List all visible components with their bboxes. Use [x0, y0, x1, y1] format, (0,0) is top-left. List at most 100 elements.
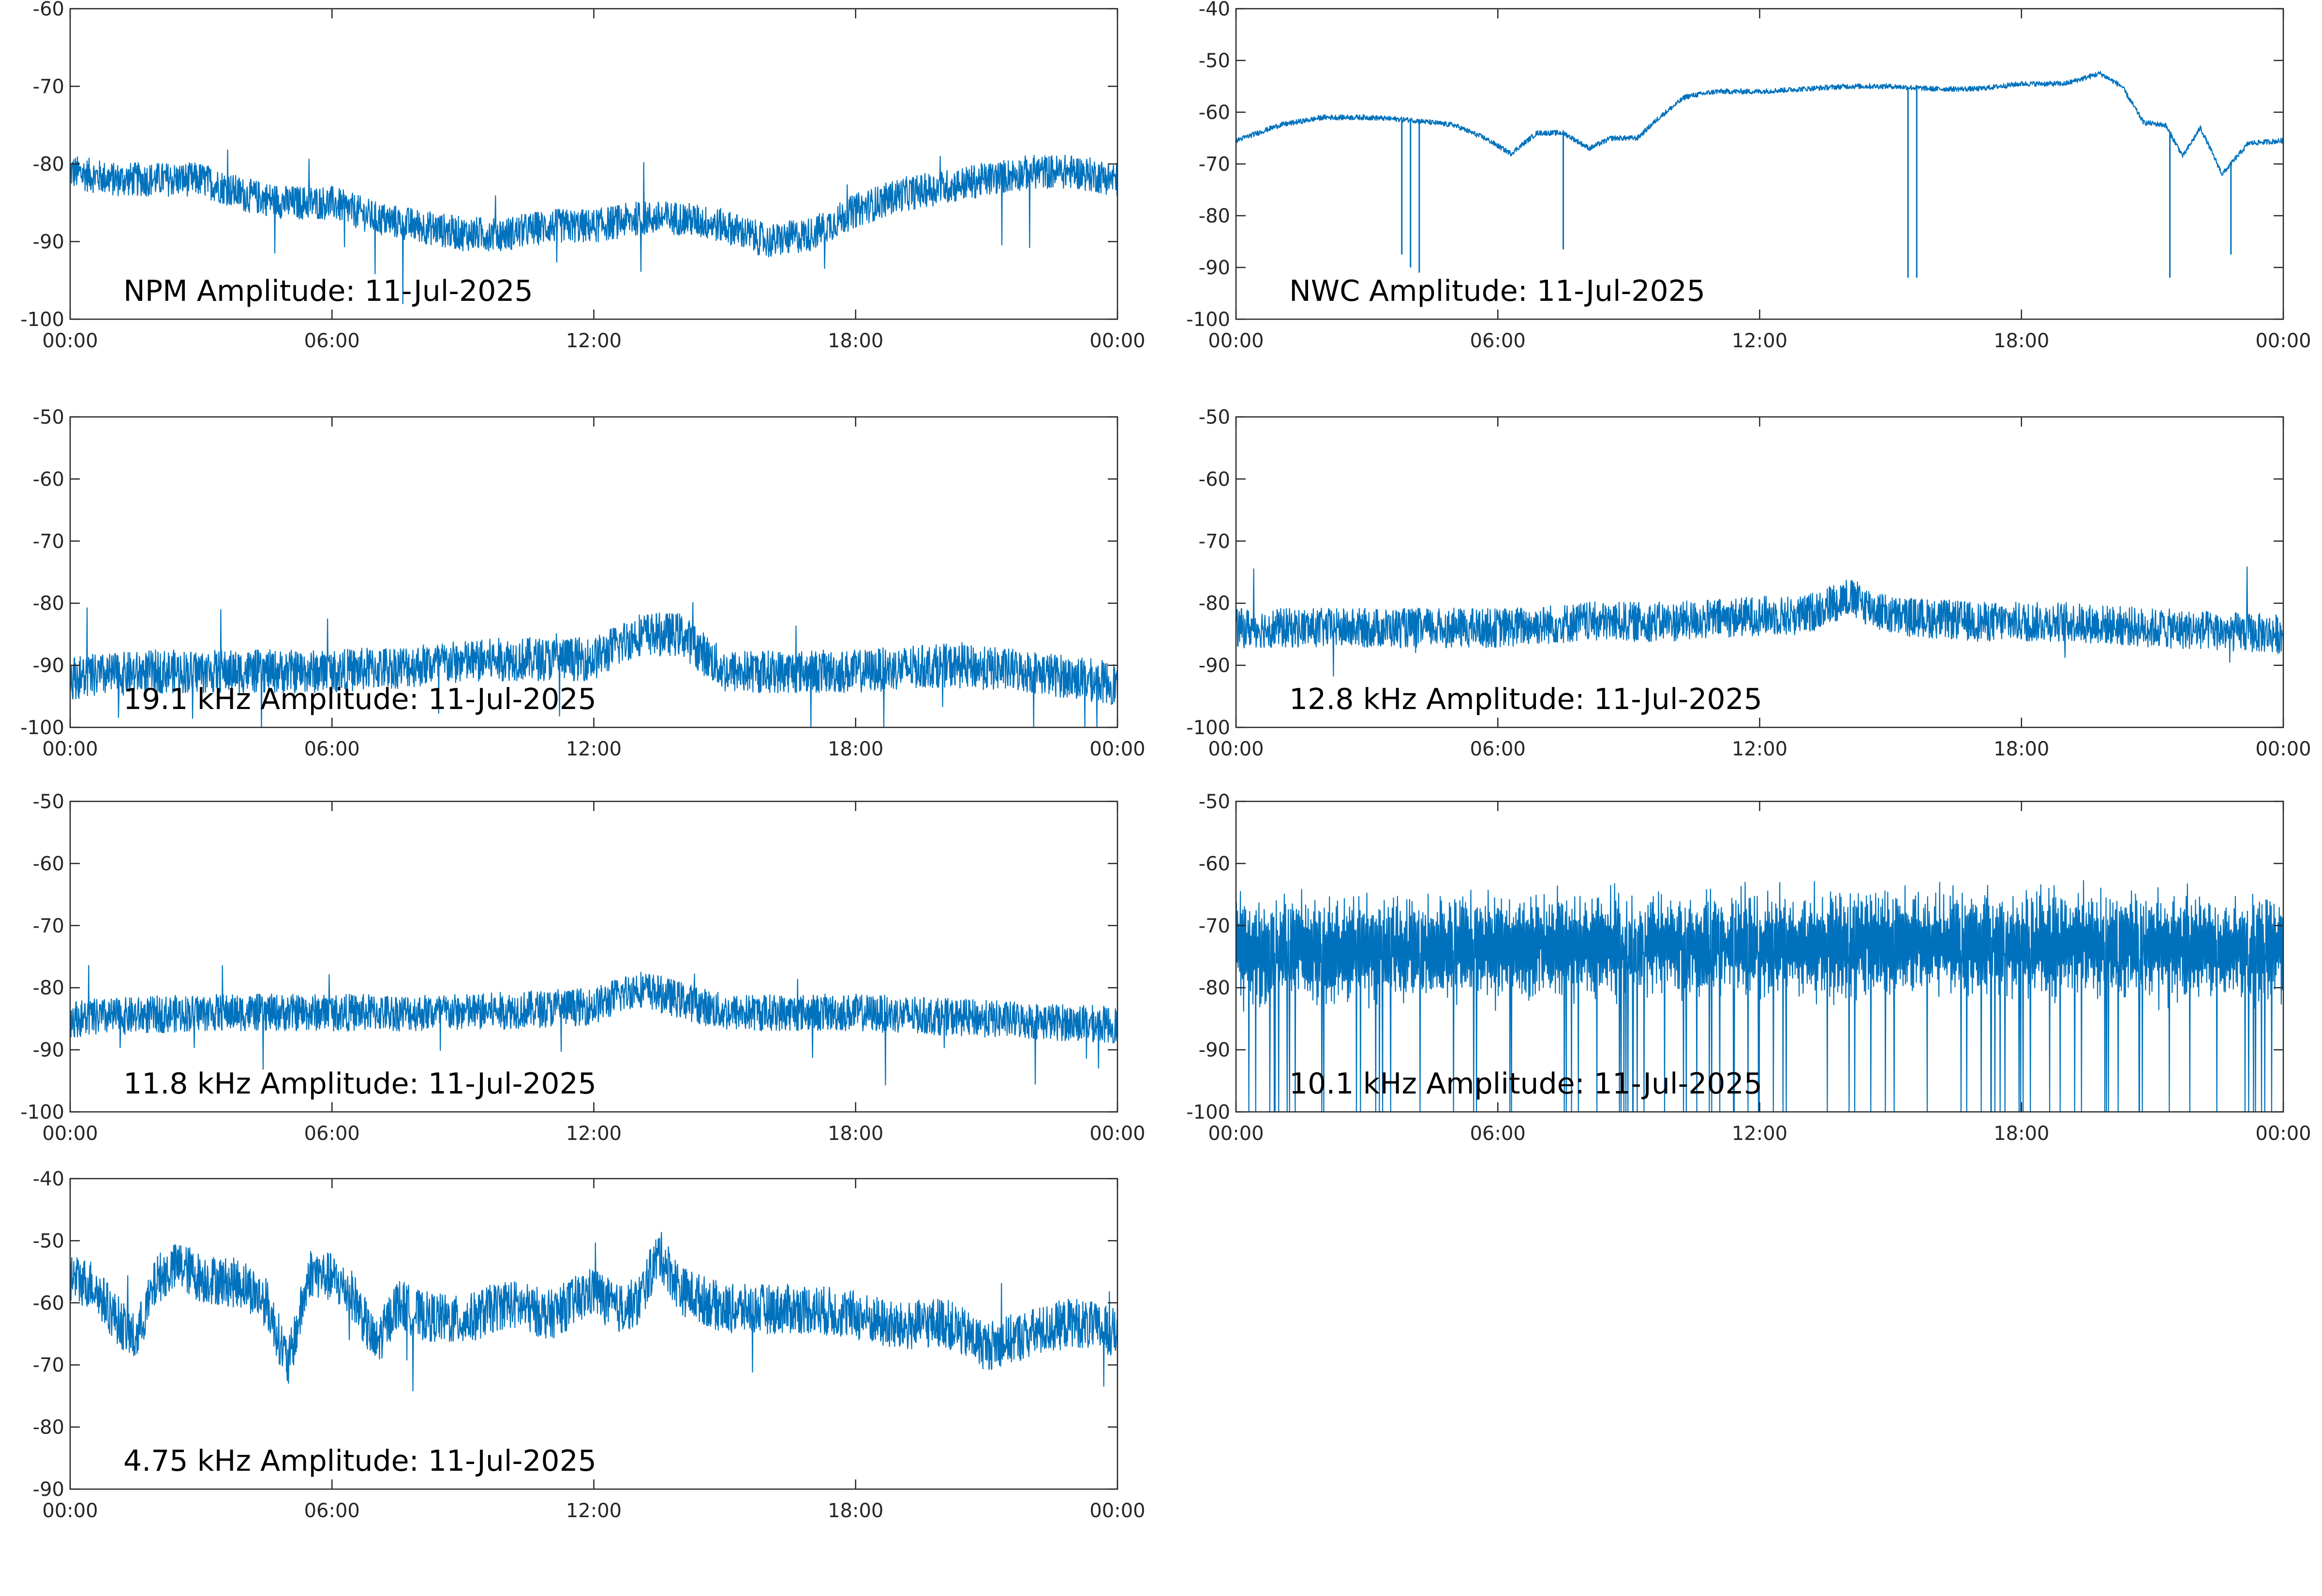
y-tick-label: -90 [33, 655, 64, 677]
y-tick-label: -90 [1199, 655, 1230, 677]
y-tick-label: -80 [33, 592, 64, 615]
y-tick-label: -50 [1199, 406, 1230, 429]
x-tick-label: 18:00 [1994, 1123, 2049, 1145]
y-tick-label: -60 [33, 0, 64, 20]
x-tick-label: 00:00 [1089, 738, 1145, 760]
x-tick-label: 06:00 [1470, 738, 1526, 760]
panel-title: NPM Amplitude: 11-Jul-2025 [123, 274, 533, 308]
panel-title: 10.1 kHz Amplitude: 11-Jul-2025 [1289, 1067, 1762, 1101]
y-tick-label: -50 [1199, 50, 1230, 72]
x-tick-label: 06:00 [304, 1500, 360, 1522]
series-trace [70, 149, 1117, 304]
x-tick-label: 00:00 [42, 330, 98, 352]
y-tick-label: -100 [1186, 309, 1230, 331]
y-tick-label: -60 [33, 1292, 64, 1315]
y-tick-label: -80 [33, 1417, 64, 1439]
x-tick-label: 12:00 [566, 1500, 622, 1522]
x-tick-label: 00:00 [1089, 1123, 1145, 1145]
x-tick-label: 00:00 [1208, 1123, 1264, 1145]
y-tick-label: -60 [1199, 468, 1230, 490]
axes-frame [69, 800, 1118, 1113]
series-trace [70, 1232, 1117, 1391]
x-tick-label: 00:00 [1208, 330, 1264, 352]
y-tick-label: -70 [33, 531, 64, 553]
y-tick-label: -90 [33, 1478, 64, 1501]
x-tick-label: 06:00 [1470, 330, 1526, 352]
x-tick-label: 18:00 [1994, 738, 2049, 760]
y-tick-label: -80 [1199, 205, 1230, 227]
x-tick-label: 18:00 [828, 330, 883, 352]
y-tick-label: -100 [20, 717, 64, 739]
axes-frame [1235, 8, 2284, 320]
y-tick-label: -80 [33, 977, 64, 999]
x-tick-label: 12:00 [566, 330, 622, 352]
x-tick-label: 00:00 [2255, 1123, 2311, 1145]
x-tick-label: 00:00 [1089, 1500, 1145, 1522]
x-tick-label: 00:00 [42, 738, 98, 760]
x-tick-label: 12:00 [566, 738, 622, 760]
y-tick-label: -100 [20, 1101, 64, 1123]
y-tick-label: -90 [33, 231, 64, 253]
y-tick-label: -60 [1199, 102, 1230, 124]
x-tick-label: 12:00 [1732, 1123, 1787, 1145]
panel-title: 4.75 kHz Amplitude: 11-Jul-2025 [123, 1444, 596, 1478]
y-tick-label: -70 [1199, 915, 1230, 937]
y-tick-label: -80 [1199, 592, 1230, 615]
x-tick-label: 18:00 [828, 1123, 883, 1145]
x-tick-label: 06:00 [304, 1123, 360, 1145]
x-tick-label: 18:00 [828, 1500, 883, 1522]
x-tick-label: 06:00 [304, 330, 360, 352]
series-trace [1236, 566, 2283, 677]
y-tick-label: -60 [1199, 853, 1230, 875]
x-tick-label: 12:00 [566, 1123, 622, 1145]
x-tick-label: 06:00 [304, 738, 360, 760]
x-tick-label: 00:00 [1089, 330, 1145, 352]
y-tick-label: -50 [33, 791, 64, 813]
series-trace [1236, 71, 2283, 176]
y-tick-label: -60 [33, 853, 64, 875]
y-tick-label: -40 [1199, 0, 1230, 20]
y-tick-label: -60 [33, 468, 64, 490]
y-tick-label: -50 [33, 406, 64, 429]
y-tick-label: -90 [33, 1039, 64, 1062]
y-tick-label: -70 [1199, 153, 1230, 176]
x-tick-label: 00:00 [1208, 738, 1264, 760]
panel-title: 11.8 kHz Amplitude: 11-Jul-2025 [123, 1067, 596, 1101]
x-tick-label: 00:00 [42, 1123, 98, 1145]
y-tick-label: -80 [1199, 977, 1230, 999]
axes-frame [1235, 416, 2284, 728]
y-tick-label: -100 [20, 309, 64, 331]
y-tick-label: -80 [33, 153, 64, 176]
panel-title: 12.8 kHz Amplitude: 11-Jul-2025 [1289, 682, 1762, 716]
y-tick-label: -70 [33, 1354, 64, 1376]
x-tick-label: 18:00 [828, 738, 883, 760]
y-tick-label: -100 [1186, 1101, 1230, 1123]
series-trace [70, 965, 1117, 1086]
y-tick-label: -90 [1199, 257, 1230, 279]
y-tick-label: -50 [33, 1230, 64, 1252]
x-tick-label: 18:00 [1994, 330, 2049, 352]
y-tick-label: -70 [33, 915, 64, 937]
series-trace [70, 602, 1117, 727]
y-tick-label: -100 [1186, 717, 1230, 739]
panel-title: NWC Amplitude: 11-Jul-2025 [1289, 274, 1705, 308]
panel-title: 19.1 kHz Amplitude: 11-Jul-2025 [123, 682, 596, 716]
x-tick-label: 12:00 [1732, 330, 1787, 352]
series-trace [1236, 880, 2283, 1112]
x-tick-label: 12:00 [1732, 738, 1787, 760]
x-tick-label: 00:00 [42, 1500, 98, 1522]
x-tick-label: 00:00 [2255, 738, 2311, 760]
x-tick-label: 00:00 [2255, 330, 2311, 352]
y-tick-label: -90 [1199, 1039, 1230, 1062]
y-tick-label: -40 [33, 1168, 64, 1190]
y-tick-label: -70 [1199, 531, 1230, 553]
y-tick-label: -70 [33, 76, 64, 98]
